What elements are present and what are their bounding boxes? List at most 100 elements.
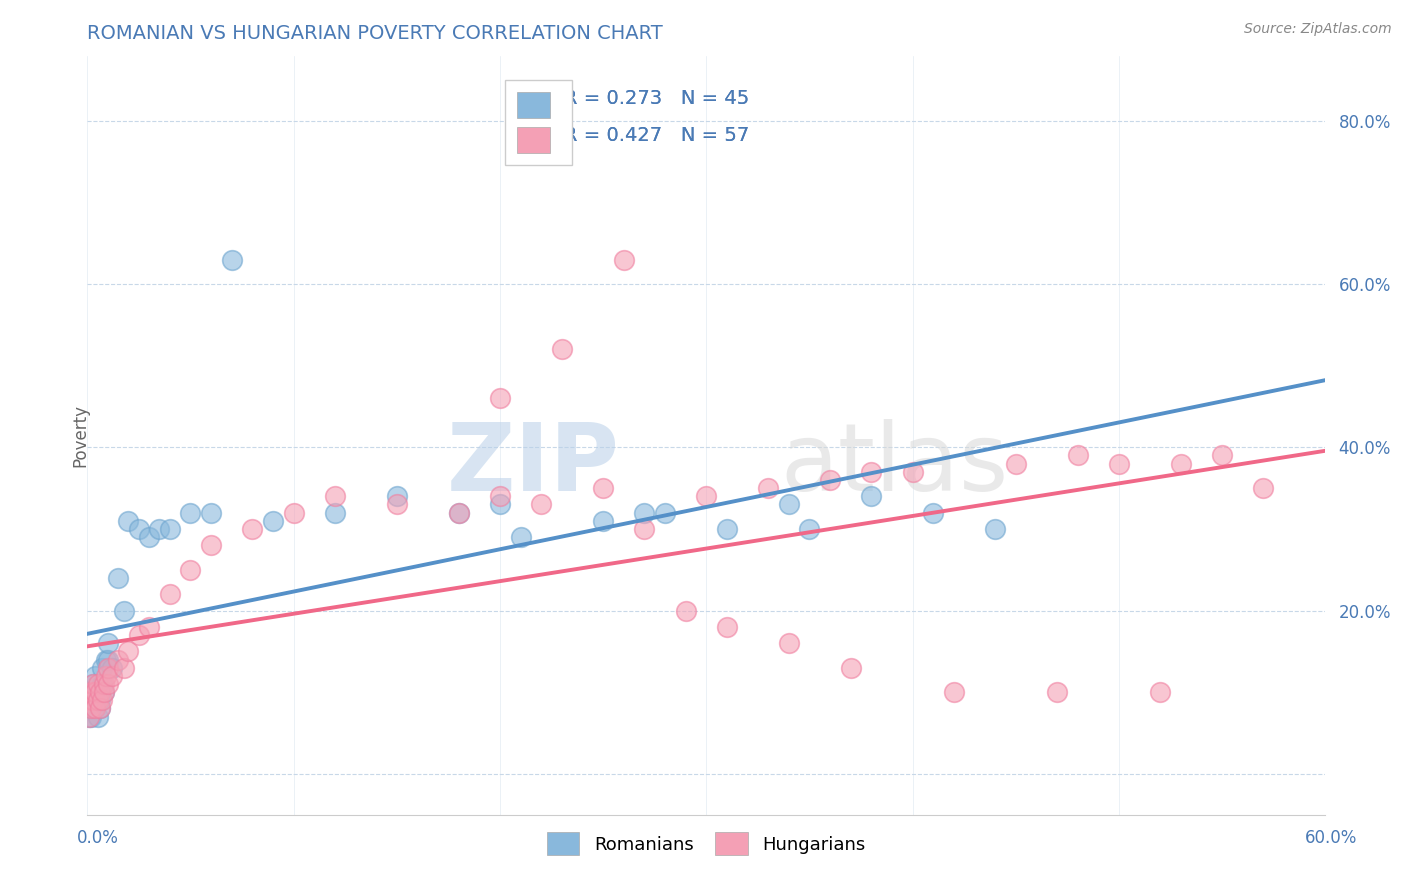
Point xyxy=(1253,481,1275,495)
Point xyxy=(942,685,965,699)
Point xyxy=(82,677,104,691)
Point xyxy=(778,498,800,512)
Point xyxy=(159,522,181,536)
Point xyxy=(1004,457,1026,471)
Point xyxy=(97,652,120,666)
Point xyxy=(675,603,697,617)
Point xyxy=(107,571,129,585)
Point xyxy=(112,660,135,674)
Point xyxy=(530,498,553,512)
Point xyxy=(80,685,103,699)
Text: ZIP: ZIP xyxy=(447,419,620,511)
Point xyxy=(80,701,103,715)
Point xyxy=(592,481,614,495)
Point xyxy=(778,636,800,650)
Point xyxy=(447,506,470,520)
Point xyxy=(86,693,108,707)
Point xyxy=(101,669,124,683)
Point xyxy=(80,701,103,715)
Point xyxy=(221,252,243,267)
Point xyxy=(984,522,1007,536)
Legend: , : , xyxy=(505,79,572,165)
Point xyxy=(179,506,201,520)
Point xyxy=(77,709,100,723)
Point xyxy=(80,685,103,699)
Point xyxy=(159,587,181,601)
Point xyxy=(90,660,112,674)
Point xyxy=(86,685,108,699)
Point xyxy=(818,473,841,487)
Point xyxy=(323,506,346,520)
Point xyxy=(323,489,346,503)
Point xyxy=(82,693,104,707)
Point xyxy=(77,709,100,723)
Point xyxy=(509,530,531,544)
Point xyxy=(633,522,655,536)
Point xyxy=(200,506,222,520)
Point xyxy=(80,709,103,723)
Text: R = 0.273   N = 45: R = 0.273 N = 45 xyxy=(564,89,749,108)
Point xyxy=(77,693,100,707)
Text: 0.0%: 0.0% xyxy=(77,829,120,847)
Text: R = 0.427   N = 57: R = 0.427 N = 57 xyxy=(564,126,749,145)
Point xyxy=(1149,685,1171,699)
Point xyxy=(128,628,150,642)
Point xyxy=(633,506,655,520)
Point xyxy=(112,603,135,617)
Point xyxy=(128,522,150,536)
Point xyxy=(97,660,120,674)
Point xyxy=(283,506,305,520)
Point xyxy=(1046,685,1069,699)
Point xyxy=(901,465,924,479)
Point xyxy=(101,660,124,674)
Point xyxy=(860,465,883,479)
Point xyxy=(262,514,284,528)
Point xyxy=(1108,457,1130,471)
Point xyxy=(86,709,108,723)
Point xyxy=(90,693,112,707)
Point xyxy=(107,652,129,666)
Point xyxy=(82,693,104,707)
Point xyxy=(94,669,117,683)
Point xyxy=(93,677,115,691)
Text: Source: ZipAtlas.com: Source: ZipAtlas.com xyxy=(1244,22,1392,37)
Point xyxy=(200,538,222,552)
Point xyxy=(84,685,107,699)
Point xyxy=(860,489,883,503)
Point xyxy=(179,563,201,577)
Point xyxy=(117,514,139,528)
Point xyxy=(84,701,107,715)
Text: R = 0.273   N = 45: R = 0.273 N = 45 xyxy=(564,89,749,108)
Point xyxy=(489,489,512,503)
Y-axis label: Poverty: Poverty xyxy=(72,403,89,467)
Point xyxy=(77,693,100,707)
Point xyxy=(148,522,170,536)
Point xyxy=(240,522,263,536)
Point xyxy=(93,685,115,699)
Point xyxy=(97,677,120,691)
Point xyxy=(489,498,512,512)
Point xyxy=(93,685,115,699)
Point xyxy=(86,677,108,691)
Point xyxy=(1170,457,1192,471)
Point xyxy=(97,636,120,650)
Point xyxy=(82,677,104,691)
Point xyxy=(94,652,117,666)
Text: 60.0%: 60.0% xyxy=(1305,829,1357,847)
Point xyxy=(89,685,111,699)
Point xyxy=(489,392,512,406)
Text: R = 0.427   N = 57: R = 0.427 N = 57 xyxy=(564,126,749,145)
Point xyxy=(117,644,139,658)
Point xyxy=(385,489,408,503)
Point xyxy=(84,701,107,715)
Point xyxy=(138,620,160,634)
Point xyxy=(695,489,717,503)
Point xyxy=(551,343,574,357)
Text: ROMANIAN VS HUNGARIAN POVERTY CORRELATION CHART: ROMANIAN VS HUNGARIAN POVERTY CORRELATIO… xyxy=(87,24,664,43)
Point xyxy=(654,506,676,520)
Point xyxy=(89,701,111,715)
Point xyxy=(756,481,779,495)
Point xyxy=(922,506,945,520)
Point xyxy=(447,506,470,520)
Text: atlas: atlas xyxy=(780,419,1008,511)
